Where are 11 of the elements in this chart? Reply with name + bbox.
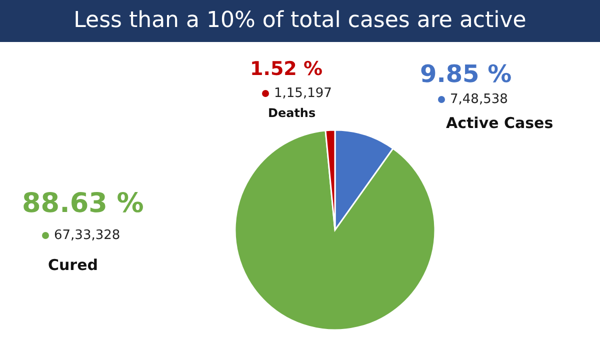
legend-label: Active Cases <box>446 114 554 132</box>
text: 9.85 % <box>420 60 512 88</box>
pie-slice <box>234 130 436 331</box>
data-label: 67,33,328 <box>53 228 120 243</box>
data-label: 7,48,538 <box>449 92 508 107</box>
data-label: 1,15,197 <box>273 86 332 101</box>
chart-title: Less than a 10% of total cases are active <box>0 0 600 42</box>
legend-label: Cured <box>48 256 98 274</box>
text: 1.52 % <box>250 58 323 80</box>
legend-label: Deaths <box>268 106 316 120</box>
text: 88.63 % <box>22 188 144 219</box>
